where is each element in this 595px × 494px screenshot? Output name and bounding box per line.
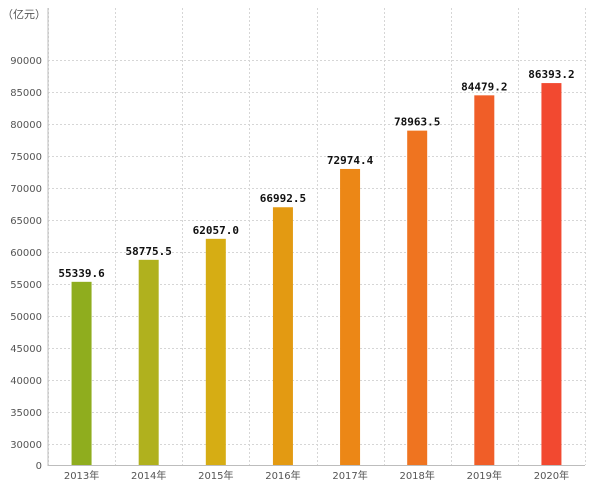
y-tick-label: 65000	[10, 216, 42, 227]
x-tick-label: 2019年	[467, 469, 502, 482]
y-axis-ticks: 0 30000 35000 40000 45000 50000 55000 60000 6500…	[10, 56, 42, 472]
data-label: 55339.6	[58, 267, 105, 280]
data-label: 72974.4	[327, 154, 374, 167]
y-tick-label: 60000	[10, 248, 42, 259]
y-tick-label: 50000	[10, 312, 42, 323]
data-label: 58775.5	[126, 245, 172, 258]
x-axis-ticks: 2013年 2014年 2015年 2016年 2017年 2018年 2019年 2020年	[64, 469, 569, 482]
bar	[340, 168, 361, 465]
x-tick-label: 2013年	[64, 469, 99, 482]
y-tick-label: 35000	[10, 408, 42, 419]
y-tick-label: 45000	[10, 344, 42, 355]
y-tick-label: 40000	[10, 376, 42, 387]
bars	[71, 83, 562, 466]
data-label: 66992.5	[260, 192, 306, 205]
bar	[138, 259, 159, 465]
y-tick-label: 70000	[10, 184, 42, 195]
x-tick-label: 2015年	[198, 469, 233, 482]
bar	[407, 130, 428, 465]
y-tick-label: 75000	[10, 152, 42, 163]
y-tick-label: 0	[36, 461, 42, 472]
x-tick-label: 2014年	[131, 469, 166, 482]
x-tick-label: 2020年	[534, 469, 569, 482]
x-tick-label: 2017年	[332, 469, 367, 482]
bar	[71, 281, 92, 465]
y-tick-label: 90000	[10, 56, 42, 67]
data-label: 84479.2	[461, 80, 507, 93]
bar	[205, 238, 226, 465]
x-tick-label: 2018年	[399, 469, 434, 482]
y-axis-unit-label: （亿元）	[2, 8, 46, 21]
data-label: 86393.2	[528, 68, 574, 81]
bar	[474, 95, 495, 465]
y-tick-label: 85000	[10, 88, 42, 99]
x-tick-label: 2016年	[265, 469, 300, 482]
data-labels: 55339.6 58775.5 62057.0 66992.5 72974.4 78963…	[58, 68, 574, 280]
y-tick-label: 30000	[10, 440, 42, 451]
bar	[541, 83, 562, 465]
y-tick-label: 80000	[10, 120, 42, 131]
y-tick-label: 55000	[10, 280, 42, 291]
bar	[272, 207, 293, 466]
data-label: 62057.0	[193, 224, 239, 237]
data-label: 78963.5	[394, 116, 440, 129]
grid-lines	[48, 8, 586, 465]
